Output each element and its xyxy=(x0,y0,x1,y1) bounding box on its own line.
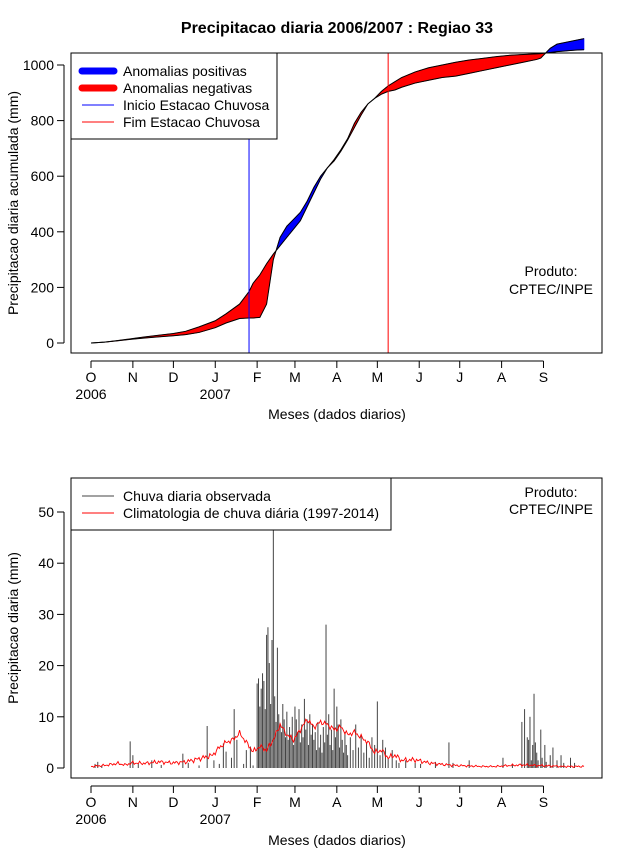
daily-rain-bars xyxy=(94,524,576,768)
legend-label-observed: Chuva diaria observada xyxy=(123,488,271,504)
y-tick-label: 400 xyxy=(31,224,55,240)
chart-title: Precipitacao diaria 2006/2007 : Regiao 3… xyxy=(181,20,493,37)
anomaly-positive-segment xyxy=(582,38,585,51)
y-tick-label: 30 xyxy=(38,606,54,622)
series-lines xyxy=(90,38,585,344)
x-tick-label: J xyxy=(456,369,463,385)
x-tick-label: O xyxy=(86,369,97,385)
x-tick-label: M xyxy=(372,369,384,385)
year-label: 2006 xyxy=(75,811,106,827)
legend-label-inicio: Inicio Estacao Chuvosa xyxy=(123,97,270,113)
y-axis-label: Precipitacao diaria (mm) xyxy=(5,552,21,704)
y-axis-label: Precipitacao diaria acumulada (mm) xyxy=(5,91,21,315)
year-label: 2007 xyxy=(200,386,231,402)
y-axis: 0 200 400 600 800 1000 xyxy=(23,57,65,351)
y-tick-label: 600 xyxy=(31,168,55,184)
x-tick-label: J xyxy=(416,794,423,810)
legend-label-climatology: Climatologia de chuva diária (1997-2014) xyxy=(123,505,379,521)
y-tick-label: 1000 xyxy=(23,57,54,73)
climatology-daily-line xyxy=(90,718,585,769)
legend: Anomalias positivas Anomalias negativas … xyxy=(70,52,278,140)
x-tick-label: D xyxy=(168,794,178,810)
x-tick-label: M xyxy=(372,794,384,810)
x-axis: O N D J F M A M J J A S 2006 2007 xyxy=(75,785,548,827)
x-tick-label: J xyxy=(416,369,423,385)
credit-line-1: Produto: xyxy=(525,484,578,500)
x-axis: O N D J F M A M J J A S 2006 2007 xyxy=(75,360,548,402)
x-axis-label: Meses (dados diarios) xyxy=(268,832,406,848)
x-tick-label: A xyxy=(497,369,507,385)
x-tick-label: A xyxy=(497,794,507,810)
x-tick-label: F xyxy=(253,369,262,385)
year-label: 2007 xyxy=(200,811,231,827)
y-tick-label: 200 xyxy=(31,279,55,295)
x-tick-label: F xyxy=(253,794,262,810)
credit-line-1: Produto: xyxy=(525,263,578,279)
x-tick-label: J xyxy=(456,794,463,810)
climatology-cumulative-line xyxy=(90,49,585,344)
x-tick-label: D xyxy=(168,369,178,385)
legend-box xyxy=(70,52,278,140)
x-tick-label: M xyxy=(289,794,301,810)
credit-note: Produto: CPTEC/INPE xyxy=(509,263,593,297)
y-tick-label: 10 xyxy=(38,709,54,725)
y-tick-label: 0 xyxy=(46,760,54,776)
legend-label-positive: Anomalias positivas xyxy=(123,63,247,79)
credit-line-2: CPTEC/INPE xyxy=(509,281,593,297)
credit-line-2: CPTEC/INPE xyxy=(509,501,593,517)
chart-cumulative: Precipitacao diaria 2006/2007 : Regiao 3… xyxy=(5,20,603,422)
x-tick-label: O xyxy=(86,794,97,810)
x-tick-label: M xyxy=(289,369,301,385)
x-tick-label: S xyxy=(539,369,548,385)
x-tick-label: A xyxy=(332,794,342,810)
x-tick-label: J xyxy=(212,369,219,385)
climatology-line xyxy=(90,718,585,769)
legend-label-negative: Anomalias negativas xyxy=(123,80,252,96)
legend-box xyxy=(70,477,392,531)
year-label: 2006 xyxy=(75,386,106,402)
observed-cumulative-line xyxy=(90,38,585,344)
x-tick-label: A xyxy=(332,369,342,385)
legend: Chuva diaria observada Climatologia de c… xyxy=(70,477,392,531)
y-axis: 0 10 20 30 40 50 xyxy=(38,504,65,776)
x-tick-label: N xyxy=(128,794,138,810)
x-tick-label: J xyxy=(212,794,219,810)
plot-frame xyxy=(70,52,603,354)
legend-label-fim: Fim Estacao Chuvosa xyxy=(123,114,260,130)
y-tick-label: 800 xyxy=(31,113,55,129)
x-tick-label: N xyxy=(128,369,138,385)
x-tick-label: S xyxy=(539,794,548,810)
chart-daily: 0 10 20 30 40 50 O N D J F M A M J J A S 2006 2007 Meses (… xyxy=(5,477,603,848)
y-tick-label: 20 xyxy=(38,658,54,674)
credit-note: Produto: CPTEC/INPE xyxy=(509,484,593,517)
x-axis-label: Meses (dados diarios) xyxy=(268,406,406,422)
y-tick-label: 40 xyxy=(38,555,54,571)
y-tick-label: 50 xyxy=(38,504,54,520)
y-tick-label: 0 xyxy=(46,335,54,351)
